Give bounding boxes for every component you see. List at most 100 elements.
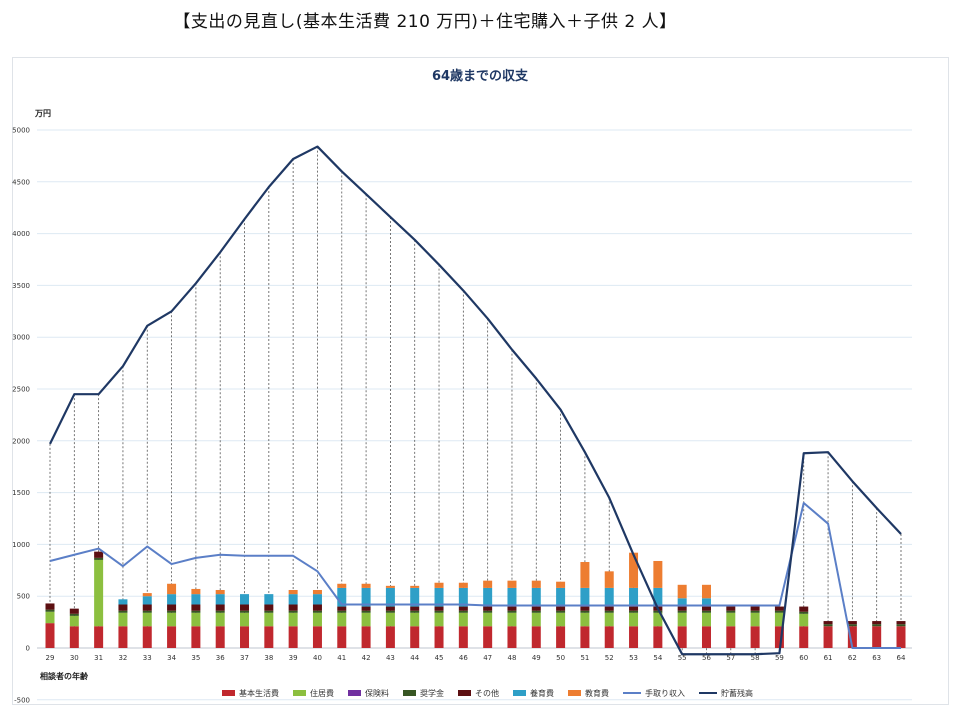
bar-segment [215,610,225,613]
bar-segment [69,608,79,614]
x-tick-label: 49 [532,654,541,662]
bar-segment [556,612,566,627]
bar-segment [726,626,736,648]
y-tick-label: 1000 [12,541,30,549]
x-tick-label: 44 [410,654,419,662]
bar-segment [167,604,177,611]
bar-segment [653,612,663,627]
bar-segment [677,606,687,611]
legend-swatch [348,690,361,696]
y-tick-label: 2500 [12,386,30,394]
bar-segment [385,585,395,588]
bar-segment [94,551,104,558]
bar-segment [288,610,298,613]
bar-segment [240,610,250,613]
bar-segment [458,612,468,627]
x-tick-label: 43 [386,654,395,662]
bar-segment [604,587,614,607]
bar-segment [312,610,322,613]
bar-segment [45,603,55,610]
bar-segment [361,626,371,648]
x-tick-label: 63 [872,654,881,662]
bar-segment [580,587,590,607]
bar-segment [458,626,468,648]
x-tick-label: 35 [191,654,200,662]
legend-item: 貯蓄残高 [699,688,753,699]
bar-segment [142,604,152,611]
bar-segment [288,626,298,648]
bar-segment [264,612,274,627]
bar-segment [312,604,322,611]
bar-segment [580,562,590,588]
legend-label: 奨学金 [420,688,444,698]
bar-segment [361,587,371,607]
bar-segment [167,610,177,613]
bar-segment [483,580,493,588]
legend-label: 保険料 [365,688,389,698]
bar-segment [410,606,420,611]
bar-segment [629,552,639,588]
bar-segment [94,559,104,627]
bar-segment [799,611,809,614]
bar-segment [604,610,614,613]
bar-segment [215,589,225,595]
x-axis-label: 相談者の年齢 [40,672,88,681]
x-tick-label: 32 [118,654,127,662]
bar-segment [701,612,711,627]
legend-label: 養育費 [530,688,554,698]
bar-segment [580,606,590,611]
bar-segment [167,612,177,627]
series-line [49,501,901,649]
bar-segment [653,560,663,588]
bar-segment [750,610,760,613]
bar-segment [507,626,517,648]
bar-segment [580,612,590,627]
bar-segment [653,626,663,648]
bar-segment [337,626,347,648]
bar-segment [507,610,517,613]
bar-segment [434,606,444,611]
bar-segment [847,621,857,625]
x-tick-label: 29 [46,654,55,662]
bar-segment [556,610,566,613]
bar-segment [240,594,250,605]
bar-segment [240,612,250,627]
bars-layer [45,551,906,648]
bar-segment [337,583,347,588]
bar-segment [45,609,55,612]
bar-segment [215,594,225,605]
bar-segment [701,584,711,599]
bar-segment [677,626,687,648]
bar-segment [750,606,760,611]
bar-segment [167,626,177,648]
y-tick-label: 4000 [12,230,30,238]
bar-segment [701,626,711,648]
bar-segment [823,626,833,648]
bar-segment [774,626,784,648]
x-tick-label: 53 [629,654,638,662]
bar-segment [118,612,128,627]
bar-segment [531,612,541,627]
bar-segment [701,610,711,613]
bar-segment [94,557,104,560]
legend-line-swatch [623,692,641,694]
bar-segment [385,606,395,611]
legend-item: その他 [458,688,499,699]
bar-segment [142,612,152,627]
legend-item: 奨学金 [403,688,444,699]
bar-segment [677,584,687,599]
bar-segment [434,612,444,627]
bar-segment [483,606,493,611]
bar-segment [264,604,274,611]
lines-layer [49,145,902,656]
bar-segment [458,582,468,588]
bar-segment [215,612,225,627]
legend-label: 住居費 [310,688,334,698]
bar-segment [94,626,104,648]
legend-label: 基本生活費 [239,688,279,698]
bar-segment [604,626,614,648]
bar-segment [69,626,79,648]
bar-segment [312,612,322,627]
y-tick-label: 1500 [12,489,30,497]
bar-segment [750,612,760,627]
